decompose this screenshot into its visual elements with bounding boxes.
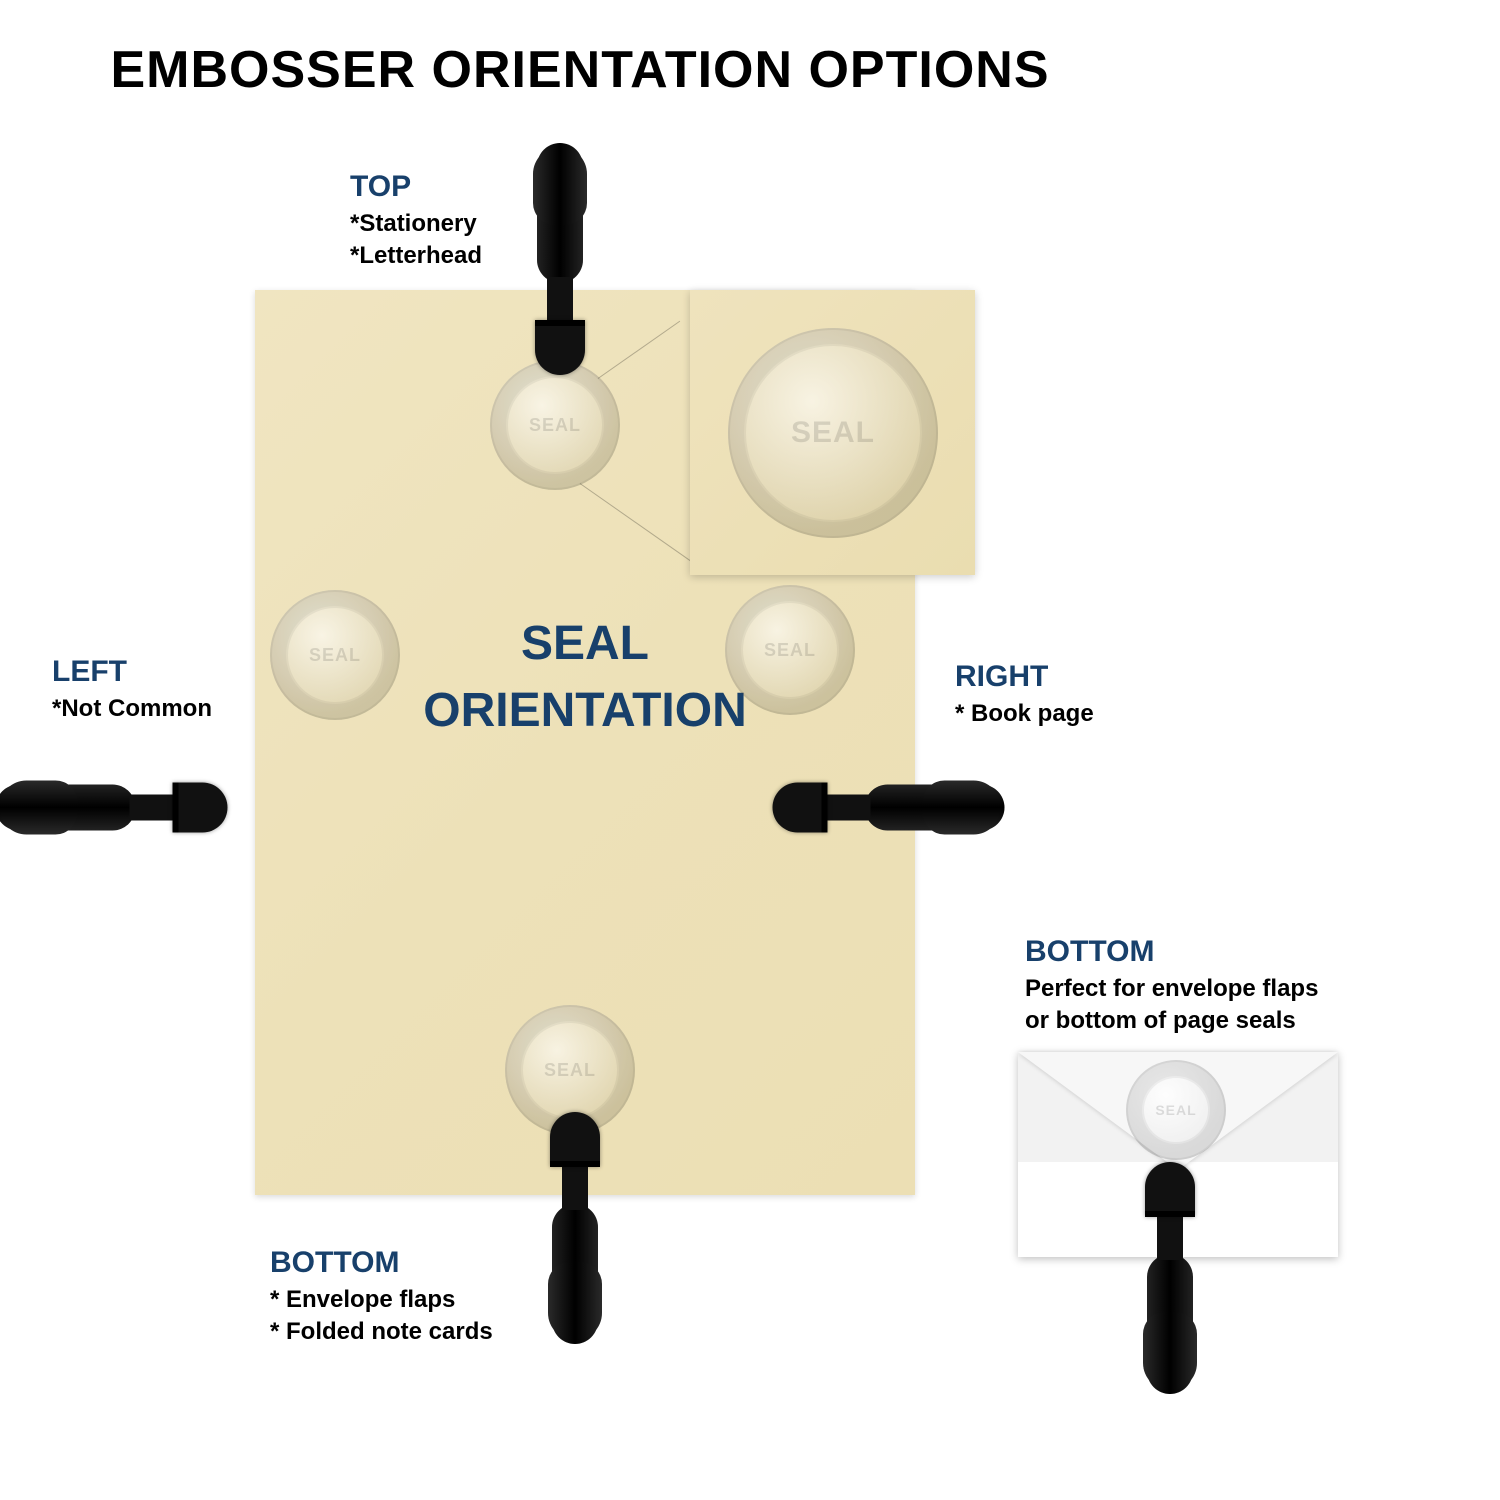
- seal-zoom-panel: SEAL: [690, 290, 975, 575]
- embosser-envelope: [1135, 1162, 1205, 1397]
- label-top-line1: *Stationery: [350, 208, 482, 240]
- seal-impression-left: SEAL: [270, 590, 400, 720]
- embosser-right: [773, 773, 1008, 843]
- label-left-line1: *Not Common: [52, 693, 212, 725]
- label-bottom-line1: * Envelope flaps: [270, 1284, 493, 1316]
- label-left: LEFT *Not Common: [52, 655, 212, 725]
- label-bottom-envelope: BOTTOM Perfect for envelope flaps or bot…: [1025, 935, 1318, 1038]
- label-top: TOP *Stationery *Letterhead: [350, 170, 482, 273]
- label-right: RIGHT * Book page: [955, 660, 1094, 730]
- label-bottom-title: BOTTOM: [270, 1246, 493, 1280]
- label-bottom2-title: BOTTOM: [1025, 935, 1318, 969]
- seal-impression-zoom: SEAL: [728, 328, 938, 538]
- paper-center-line2: ORIENTATION: [423, 684, 747, 737]
- label-right-title: RIGHT: [955, 660, 1094, 694]
- seal-impression-envelope: SEAL: [1126, 1060, 1226, 1160]
- label-top-title: TOP: [350, 170, 482, 204]
- paper-center-line1: SEAL: [521, 617, 649, 670]
- label-bottom2-line2: or bottom of page seals: [1025, 1005, 1318, 1037]
- label-left-title: LEFT: [52, 655, 212, 689]
- label-bottom-line2: * Folded note cards: [270, 1316, 493, 1348]
- embosser-left: [0, 773, 228, 843]
- label-top-line2: *Letterhead: [350, 240, 482, 272]
- label-bottom: BOTTOM * Envelope flaps * Folded note ca…: [270, 1246, 493, 1349]
- seal-impression-top: SEAL: [490, 360, 620, 490]
- label-bottom2-line1: Perfect for envelope flaps: [1025, 973, 1318, 1005]
- embosser-bottom: [540, 1112, 610, 1347]
- seal-impression-right: SEAL: [725, 585, 855, 715]
- embosser-top: [525, 140, 595, 375]
- label-right-line1: * Book page: [955, 698, 1094, 730]
- page-title: EMBOSSER ORIENTATION OPTIONS: [0, 40, 1160, 100]
